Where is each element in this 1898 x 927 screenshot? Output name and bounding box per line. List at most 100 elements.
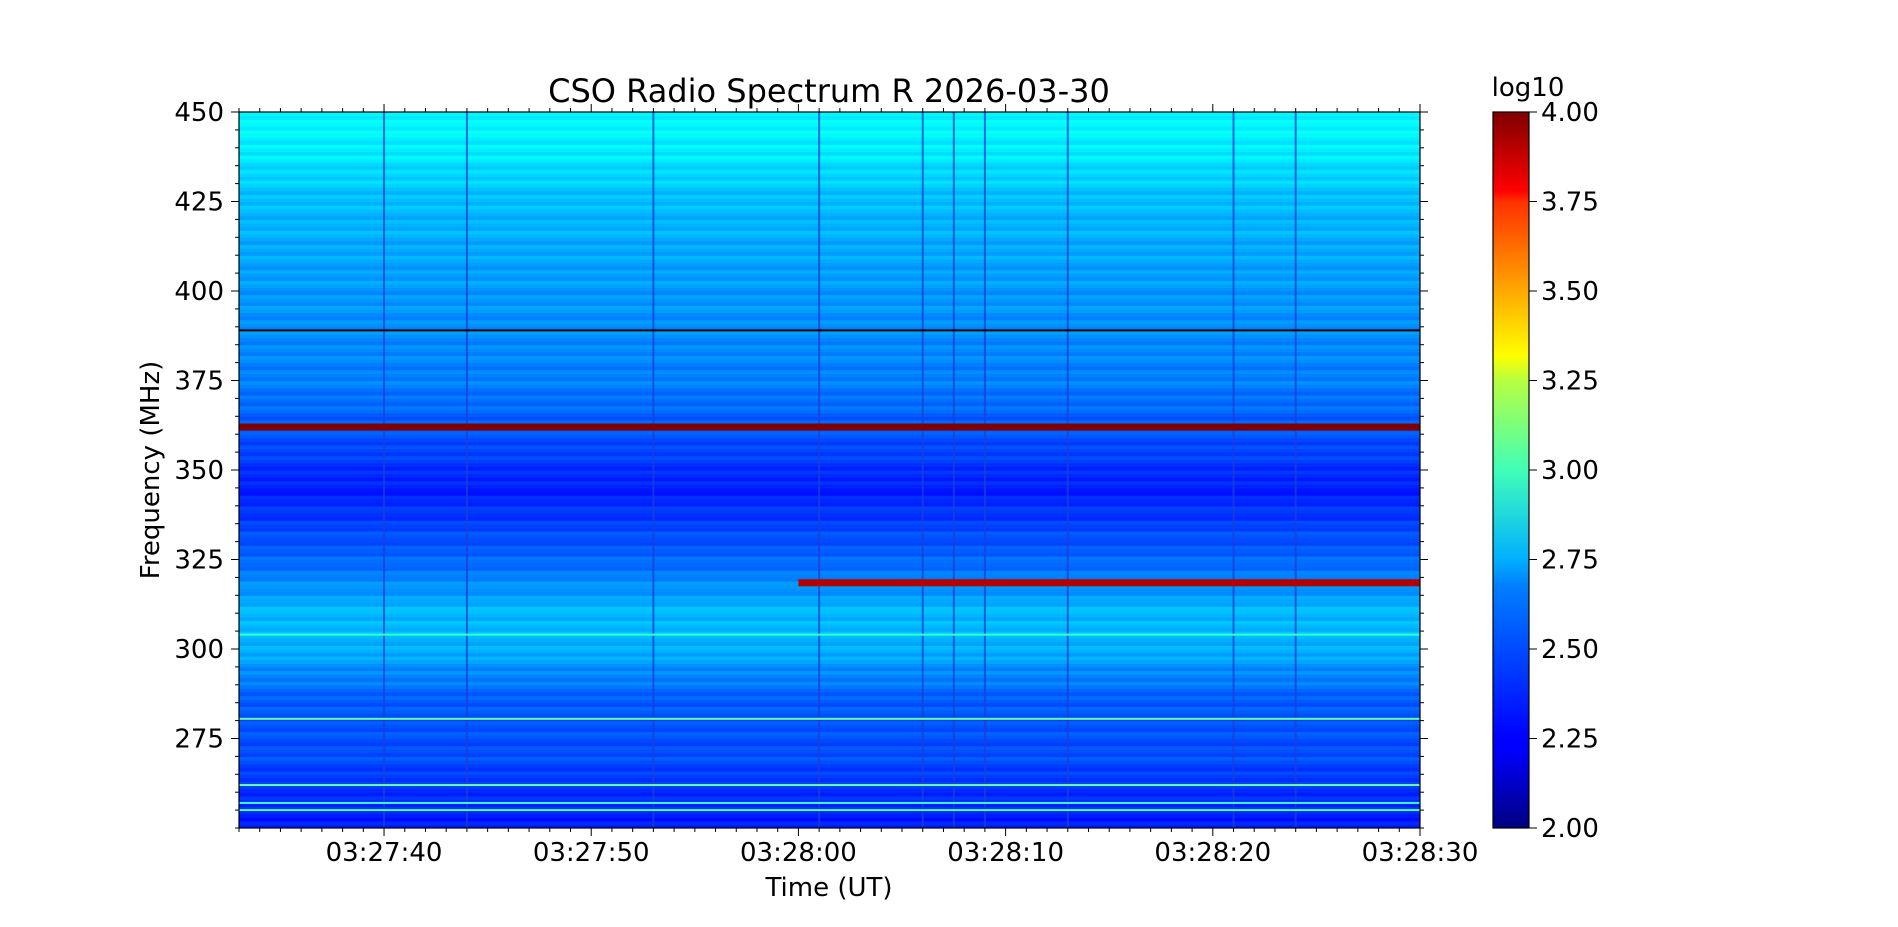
background-band <box>239 720 1420 725</box>
x-tick-label: 03:27:50 <box>533 838 650 868</box>
background-band <box>239 344 1420 349</box>
y-axis-label: Frequency (MHz) <box>136 361 166 580</box>
background-band <box>239 666 1420 672</box>
background-band <box>239 745 1420 750</box>
background-band <box>239 727 1420 732</box>
background-band <box>239 283 1420 289</box>
background-band <box>239 240 1420 246</box>
spectrogram-plot-area <box>239 112 1420 828</box>
background-band <box>239 541 1420 546</box>
background-band <box>239 126 1420 131</box>
x-axis-label: Time (UT) <box>764 873 892 903</box>
background-band <box>239 169 1420 174</box>
background-band <box>239 441 1420 446</box>
background-band <box>239 369 1420 374</box>
background-band <box>239 158 1420 163</box>
background-band <box>239 384 1420 389</box>
background-band <box>239 484 1420 489</box>
chart-title: CSO Radio Spectrum R 2026-03-30 <box>548 72 1110 110</box>
background-band <box>239 455 1420 460</box>
background-band <box>239 566 1420 571</box>
background-band <box>239 759 1420 765</box>
background-band <box>239 276 1420 281</box>
background-band <box>239 294 1420 299</box>
vertical-interference-line <box>383 112 386 828</box>
background-band <box>239 462 1420 468</box>
background-band <box>239 280 1420 285</box>
background-band <box>239 162 1420 167</box>
colorbar-tick-label: 2.00 <box>1541 814 1599 844</box>
background-band <box>239 656 1420 661</box>
background-band <box>239 595 1420 600</box>
background-band <box>239 749 1420 754</box>
background-band <box>239 380 1420 385</box>
background-band <box>239 613 1420 618</box>
background-band <box>239 244 1420 249</box>
horizontal-band-feature <box>239 717 1420 720</box>
background-band <box>239 674 1420 679</box>
background-band <box>239 555 1420 561</box>
background-band <box>239 509 1420 514</box>
background-band <box>239 799 1420 804</box>
background-band <box>239 684 1420 689</box>
background-band <box>239 348 1420 353</box>
background-band <box>239 559 1420 564</box>
background-band <box>239 205 1420 210</box>
y-tick-label: 375 <box>174 367 224 397</box>
background-band <box>239 401 1420 407</box>
background-band <box>239 810 1420 815</box>
background-band <box>239 623 1420 629</box>
background-band <box>239 770 1420 775</box>
background-band <box>239 359 1420 364</box>
background-band <box>239 545 1420 550</box>
background-band <box>239 305 1420 310</box>
background-band <box>239 316 1420 321</box>
background-band <box>239 437 1420 442</box>
x-tick-label: 03:27:40 <box>326 838 443 868</box>
background-band <box>239 817 1420 822</box>
background-band <box>239 255 1420 260</box>
background-band <box>239 258 1420 263</box>
background-band <box>239 677 1420 682</box>
background-band <box>239 706 1420 711</box>
colorbar-tick-label: 2.50 <box>1541 635 1599 665</box>
background-band <box>239 190 1420 195</box>
background-band <box>239 419 1420 425</box>
background-band <box>239 813 1420 818</box>
background-band <box>239 409 1420 414</box>
y-tick-label: 450 <box>174 98 224 128</box>
colorbar-label: log10 <box>1492 73 1565 103</box>
background-band <box>239 237 1420 242</box>
y-tick-label: 300 <box>174 635 224 665</box>
background-band <box>239 183 1420 188</box>
background-band <box>239 265 1420 271</box>
background-band <box>239 208 1420 213</box>
horizontal-band-feature <box>239 784 1420 787</box>
background-band <box>239 523 1420 528</box>
background-band <box>239 366 1420 371</box>
background-band <box>239 767 1420 772</box>
horizontal-band-feature <box>239 329 1420 332</box>
y-axis: 275 300 325 350 375 400 425 450 <box>174 98 1428 829</box>
background-band <box>239 219 1420 224</box>
background-band <box>239 591 1420 596</box>
vertical-interference-line <box>818 112 821 828</box>
background-band <box>239 405 1420 410</box>
background-band <box>239 785 1420 790</box>
vertical-interference-line <box>1232 112 1235 828</box>
background-band <box>239 552 1420 557</box>
x-tick-label: 03:28:10 <box>947 838 1064 868</box>
background-band <box>239 480 1420 485</box>
vertical-interference-line <box>652 112 655 828</box>
background-band <box>239 448 1420 453</box>
background-band <box>239 713 1420 718</box>
background-band <box>239 734 1420 740</box>
background-band <box>239 212 1420 217</box>
background-band <box>239 308 1420 314</box>
background-band <box>239 645 1420 650</box>
background-band <box>239 520 1420 525</box>
background-band <box>239 151 1420 156</box>
horizontal-band-feature <box>239 809 1420 812</box>
background-band <box>239 709 1420 715</box>
